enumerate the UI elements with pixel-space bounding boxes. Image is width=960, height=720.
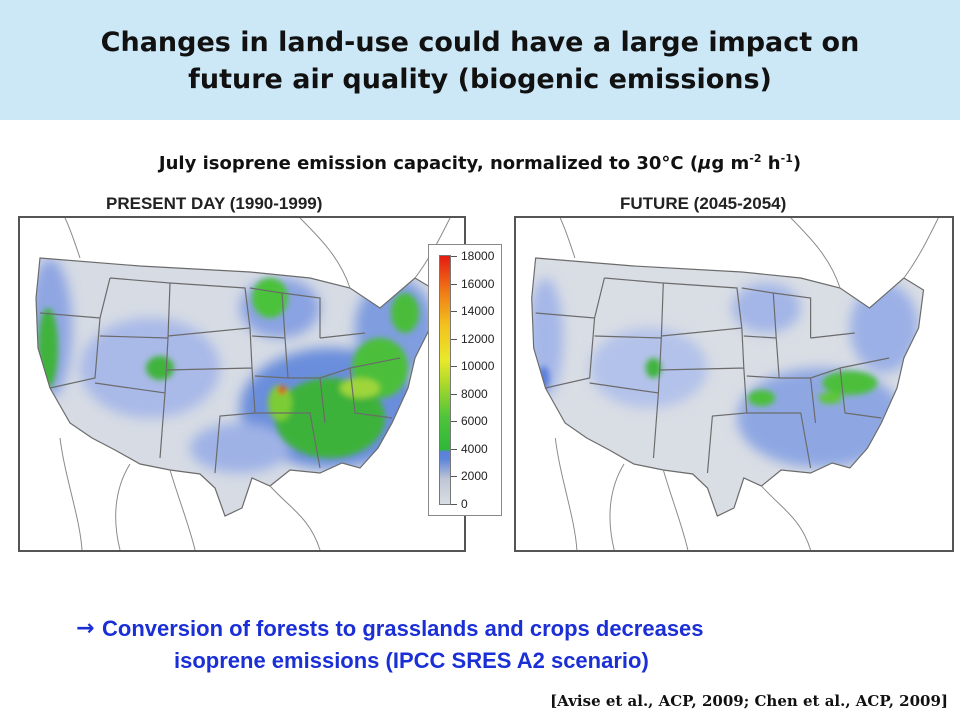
legend-tick-label: 16000 <box>461 276 495 291</box>
title-line-1: Changes in land-use could have a large i… <box>100 27 860 58</box>
subtitle-mu: μ <box>698 153 712 174</box>
legend-tick <box>451 256 457 257</box>
title-banner <box>0 0 960 120</box>
state-borders <box>35 257 436 517</box>
present-day-map-svg <box>20 218 464 550</box>
future-label: FUTURE (2045-2054) <box>620 194 787 213</box>
legend-tick-label: 12000 <box>461 331 495 346</box>
present-day-label: PRESENT DAY (1990-1999) <box>106 194 323 213</box>
legend-tick <box>451 283 457 285</box>
legend-tick <box>451 311 457 313</box>
right-arrow-icon: → <box>76 616 95 641</box>
legend-tick <box>451 504 457 505</box>
country-borders <box>59 218 451 550</box>
present-day-map <box>18 216 466 552</box>
future-map <box>514 216 954 552</box>
bullet-line-2: isoprene emissions (IPCC SRES A2 scenari… <box>174 648 649 673</box>
legend-tick-label: 18000 <box>461 249 495 263</box>
subtitle-exp-2: -1 <box>780 152 793 165</box>
citation: [Avise et al., ACP, 2009; Chen et al., A… <box>550 692 948 710</box>
subtitle-close: ) <box>792 153 802 174</box>
legend-tick-label: 6000 <box>461 414 488 429</box>
legend-tick-label: 10000 <box>461 359 495 374</box>
legend-tick <box>451 338 457 340</box>
emission-field-future <box>531 278 919 468</box>
future-map-svg <box>516 218 952 550</box>
legend-tick <box>451 366 457 368</box>
subtitle-unit-g: g m <box>711 153 750 174</box>
title-line-2: future air quality (biogenic emissions) <box>188 64 772 95</box>
legend-tick-label: 8000 <box>461 386 488 401</box>
legend-tick-label: 0 <box>461 497 468 511</box>
country-borders-future <box>554 218 939 550</box>
legend-tick <box>451 476 457 478</box>
legend-tick-label: 4000 <box>461 441 488 456</box>
legend-tick <box>451 393 457 395</box>
legend-tick-label: 14000 <box>461 304 495 319</box>
subtitle-unit-h: h <box>761 153 781 174</box>
subtitle-text: July isoprene emission capacity, normali… <box>158 153 699 174</box>
bullet-line-1: Conversion of forests to grasslands and … <box>102 616 704 641</box>
slide-title: Changes in land-use could have a large i… <box>0 24 960 98</box>
legend-color-bar <box>439 255 451 505</box>
emission-field-present <box>36 258 435 473</box>
state-borders-future <box>531 257 925 517</box>
color-legend: 18000 16000 14000 12000 10000 8000 6000 4000 200… <box>428 244 502 516</box>
subtitle-exp-1: -2 <box>749 152 762 165</box>
map-subtitle: July isoprene emission capacity, normali… <box>0 152 960 174</box>
legend-tick <box>451 448 457 450</box>
legend-tick-label: 2000 <box>461 469 488 484</box>
legend-tick <box>451 421 457 423</box>
